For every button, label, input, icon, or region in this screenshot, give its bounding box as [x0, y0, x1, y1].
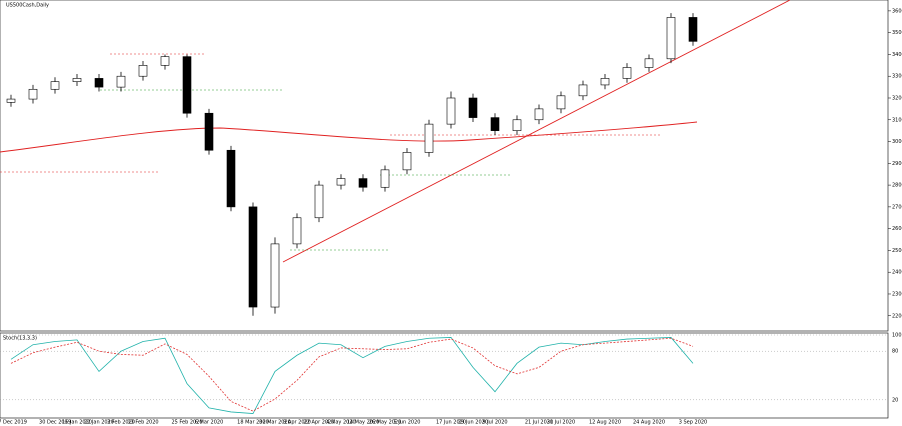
x-tick-label: 3 Sep 2020 [679, 420, 708, 426]
candle-body [578, 84, 588, 97]
x-tick-label: 31 Jul 2020 [547, 420, 575, 426]
candle-body [116, 75, 126, 88]
candle-body [468, 97, 478, 118]
stoch-line [10, 337, 694, 414]
candle-body [248, 206, 258, 308]
moving-average [0, 121, 698, 153]
y-tick-label: 3200 [892, 95, 902, 101]
x-tick-label: 4 May 2020 [326, 420, 355, 426]
candle-body [666, 17, 676, 60]
candle-body [424, 123, 434, 153]
candle-body [204, 112, 214, 151]
candle-body [94, 78, 104, 88]
y-tick-label: 3500 [892, 30, 902, 36]
x-tick-label: 30 Mar 2020 [259, 420, 291, 426]
x-tick-label: 17 Dec 2019 [0, 420, 27, 426]
chart-title: US500Cash,Daily [6, 3, 49, 9]
y-tick-label: 100 [892, 333, 902, 339]
y-tick-label: 3100 [892, 117, 902, 123]
candle-body [512, 119, 522, 131]
candle-body [600, 78, 610, 86]
x-tick-label: 9 Jul 2020 [482, 420, 507, 426]
x-tick-label: 3 Feb 2020 [107, 420, 135, 426]
y-tick-label: 2600 [892, 226, 902, 232]
stoch-line [10, 337, 694, 412]
x-tick-label: 24 Aug 2020 [633, 420, 665, 426]
y-tick-label: 3400 [892, 52, 902, 58]
y-tick-label: 2500 [892, 248, 902, 254]
candle-body [446, 97, 456, 125]
candle-body [28, 88, 38, 100]
x-tick-label: 22 Jan 2020 [84, 420, 114, 426]
x-tick-label: 30 Dec 2019 [39, 420, 71, 426]
x-tick-label: 29 Jun 2020 [458, 420, 488, 426]
main-frame [0, 0, 889, 332]
candle-body [226, 149, 236, 208]
candle-body [490, 117, 500, 131]
x-tick-label: 21 Jul 2020 [525, 420, 553, 426]
x-tick-label: 9 Apr 2020 [283, 420, 311, 426]
candle-body [138, 65, 148, 77]
y-tick-label: 2300 [892, 291, 902, 297]
candle-body [270, 243, 280, 308]
x-tick-label: 22 Apr 2020 [304, 420, 335, 426]
x-tick-label: 12 Aug 2020 [589, 420, 621, 426]
candle-body [72, 78, 82, 82]
y-tick-label: 2400 [892, 270, 902, 276]
indicator-frame [0, 332, 889, 419]
y-tick-label: 80 [892, 349, 898, 355]
y-tick-label: 3000 [892, 139, 902, 145]
y-tick-label: 2800 [892, 183, 902, 189]
candle-body [644, 58, 654, 68]
candle-body [160, 56, 170, 66]
y-tick-label: 3600 [892, 8, 902, 14]
x-tick-label: 25 Feb 2020 [171, 420, 202, 426]
candle-body [292, 217, 302, 245]
indicator-title: Stoch(13,3,3) [3, 336, 37, 342]
candle-body [6, 98, 16, 103]
x-tick-label: 5 Jun 2020 [394, 420, 421, 426]
candle-body [182, 56, 192, 114]
candle-body [314, 184, 324, 219]
candle-body [336, 178, 346, 186]
candle-body [688, 17, 698, 42]
x-tick-label: 17 Jun 2020 [436, 420, 466, 426]
y-tick-label: 2700 [892, 204, 902, 210]
x-tick-label: 14 May 2020 [347, 420, 380, 426]
candle-body [556, 95, 566, 110]
y-tick-label: 20 [892, 397, 898, 403]
y-tick-label: 2900 [892, 161, 902, 167]
candle-body [622, 67, 632, 79]
candle-body [50, 81, 60, 90]
candle-body [358, 178, 368, 188]
x-tick-label: 6 Mar 2020 [195, 420, 224, 426]
x-tick-label: 26 May 2020 [369, 420, 402, 426]
y-tick-label: 2200 [892, 313, 902, 319]
candle-body [380, 169, 390, 188]
candle-body [534, 108, 544, 121]
x-tick-label: 18 Mar 2020 [237, 420, 269, 426]
x-tick-label: 13 Feb 2020 [127, 420, 158, 426]
y-tick-label: 3300 [892, 74, 902, 80]
x-tick-label: 16 Jan 2020 [62, 420, 92, 426]
candle-body [402, 152, 412, 171]
trend-line [282, 0, 791, 263]
